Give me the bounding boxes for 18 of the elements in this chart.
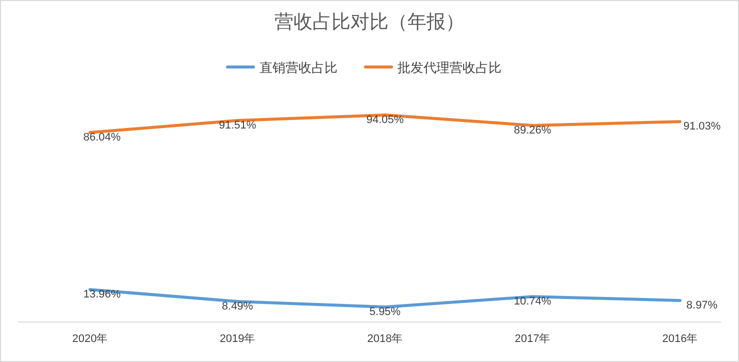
chart-title: 营收占比对比（年报） — [274, 12, 464, 33]
data-label: 5.95% — [369, 306, 401, 318]
data-label: 94.05% — [366, 114, 404, 126]
data-label: 91.03% — [683, 120, 721, 133]
legend-label: 直销营收占比 — [260, 60, 338, 75]
data-label: 10.74% — [514, 296, 552, 308]
data-label: 91.51% — [218, 120, 256, 132]
data-label: 89.26% — [514, 124, 552, 136]
x-tick-label: 2016年 — [662, 333, 698, 345]
x-tick-label: 2020年 — [72, 333, 108, 345]
data-label: 86.04% — [83, 131, 121, 144]
legend-label: 批发代理营收占比 — [398, 60, 502, 75]
data-label: 8.49% — [222, 300, 254, 312]
x-tick-label: 2018年 — [367, 333, 403, 345]
x-tick-label: 2017年 — [514, 333, 550, 345]
data-label: 13.96% — [83, 288, 121, 301]
x-tick-label: 2019年 — [220, 333, 256, 345]
data-label: 8.97% — [686, 299, 718, 312]
